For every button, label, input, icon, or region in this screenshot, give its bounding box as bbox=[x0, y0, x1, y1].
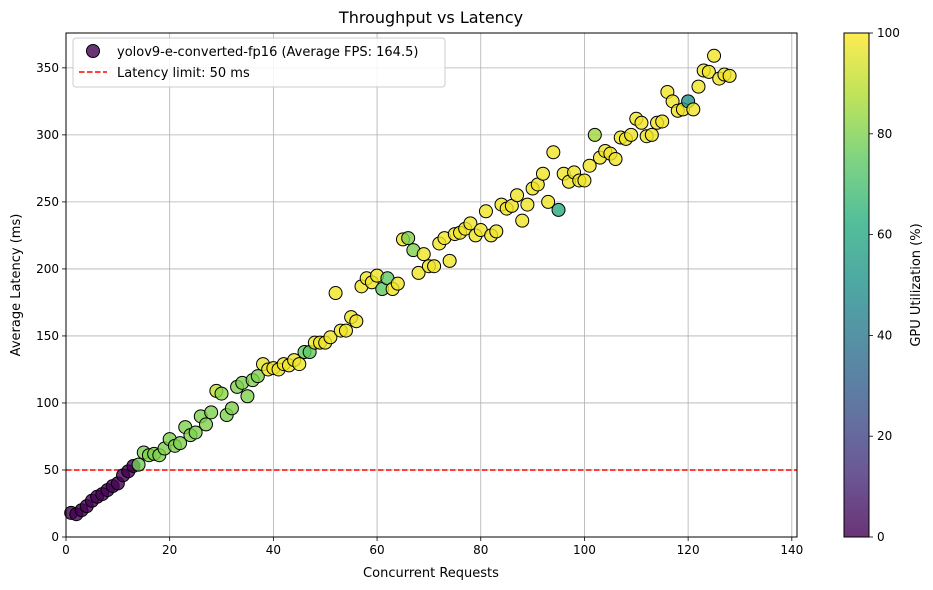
data-point bbox=[188, 425, 203, 440]
data-point bbox=[701, 64, 716, 79]
data-point bbox=[349, 314, 364, 329]
data-point bbox=[577, 173, 592, 188]
data-point bbox=[463, 216, 478, 231]
x-tick-label: 60 bbox=[369, 543, 384, 557]
colorbar-label: GPU Utilization (%) bbox=[909, 223, 924, 346]
plot-frame bbox=[65, 32, 798, 538]
data-point bbox=[416, 247, 431, 262]
x-tick-label: 100 bbox=[573, 543, 596, 557]
legend: yolov9-e-converted-fp16 (Average FPS: 16… bbox=[72, 37, 446, 88]
data-point bbox=[510, 188, 525, 203]
data-points bbox=[64, 48, 737, 522]
data-point bbox=[691, 79, 706, 94]
data-point bbox=[587, 127, 602, 142]
x-tick-label: 120 bbox=[677, 543, 700, 557]
legend-marker-series bbox=[86, 44, 100, 58]
data-point bbox=[582, 158, 597, 173]
x-axis-label: Concurrent Requests bbox=[363, 566, 499, 581]
y-tick-label: 350 bbox=[36, 61, 59, 75]
data-point bbox=[478, 204, 493, 219]
data-point bbox=[541, 194, 556, 209]
data-point bbox=[131, 457, 146, 472]
y-tick-label: 150 bbox=[36, 329, 59, 343]
y-tick-label: 100 bbox=[36, 396, 59, 410]
data-point bbox=[535, 166, 550, 181]
colorbar-tick-label: 0 bbox=[877, 530, 885, 544]
data-point bbox=[489, 224, 504, 239]
data-point bbox=[214, 386, 229, 401]
data-point bbox=[198, 417, 213, 432]
legend-label-latency-limit: Latency limit: 50 ms bbox=[117, 66, 250, 81]
data-point bbox=[722, 68, 737, 83]
colorbar-tick-label: 40 bbox=[877, 328, 892, 342]
data-point bbox=[328, 286, 343, 301]
data-point bbox=[707, 48, 722, 63]
data-point bbox=[624, 127, 639, 142]
x-tick-label: 0 bbox=[62, 543, 70, 557]
data-point bbox=[173, 436, 188, 451]
data-point bbox=[250, 369, 265, 384]
legend-box bbox=[72, 37, 446, 88]
data-point bbox=[427, 259, 442, 274]
data-point bbox=[323, 330, 338, 345]
data-point bbox=[401, 231, 416, 246]
data-point bbox=[551, 202, 566, 217]
colorbar-tick-label: 60 bbox=[877, 228, 892, 242]
x-tick-label: 20 bbox=[162, 543, 177, 557]
data-point bbox=[546, 145, 561, 160]
data-point bbox=[411, 265, 426, 280]
x-axis-ticks: 0 20 40 60 80 100 120 140 bbox=[62, 537, 803, 557]
data-point bbox=[515, 213, 530, 228]
colorbar: 0 20 40 60 80 100 GPU Utilization (%) bbox=[843, 26, 924, 544]
y-tick-label: 50 bbox=[44, 463, 59, 477]
colorbar-tick-label: 20 bbox=[877, 429, 892, 443]
x-tick-label: 80 bbox=[473, 543, 488, 557]
colorbar-ticks: 0 20 40 60 80 100 bbox=[869, 26, 900, 544]
colorbar-gradient bbox=[844, 33, 869, 537]
x-tick-label: 140 bbox=[780, 543, 803, 557]
data-point bbox=[224, 401, 239, 416]
y-tick-label: 200 bbox=[36, 262, 59, 276]
y-tick-label: 0 bbox=[51, 530, 59, 544]
x-tick-label: 40 bbox=[266, 543, 281, 557]
colorbar-tick-label: 100 bbox=[877, 26, 900, 40]
data-point bbox=[292, 357, 307, 372]
data-point bbox=[634, 115, 649, 130]
colorbar-tick-label: 80 bbox=[877, 127, 892, 141]
data-point bbox=[390, 276, 405, 291]
y-tick-label: 300 bbox=[36, 128, 59, 142]
data-point bbox=[520, 197, 535, 212]
data-point bbox=[338, 323, 353, 338]
y-axis-label: Average Latency (ms) bbox=[9, 214, 24, 357]
data-point bbox=[686, 102, 701, 117]
y-tick-label: 250 bbox=[36, 195, 59, 209]
data-point bbox=[442, 253, 457, 268]
chart-title: Throughput vs Latency bbox=[338, 8, 523, 27]
data-point bbox=[655, 114, 670, 129]
data-point bbox=[608, 152, 623, 166]
data-point bbox=[204, 405, 219, 420]
y-axis-ticks: 0 50 100 150 200 250 300 350 bbox=[36, 61, 66, 544]
colorbar-frame bbox=[843, 32, 870, 538]
legend-label-series: yolov9-e-converted-fp16 (Average FPS: 16… bbox=[117, 45, 418, 60]
data-point bbox=[240, 389, 255, 404]
data-point bbox=[644, 127, 659, 142]
